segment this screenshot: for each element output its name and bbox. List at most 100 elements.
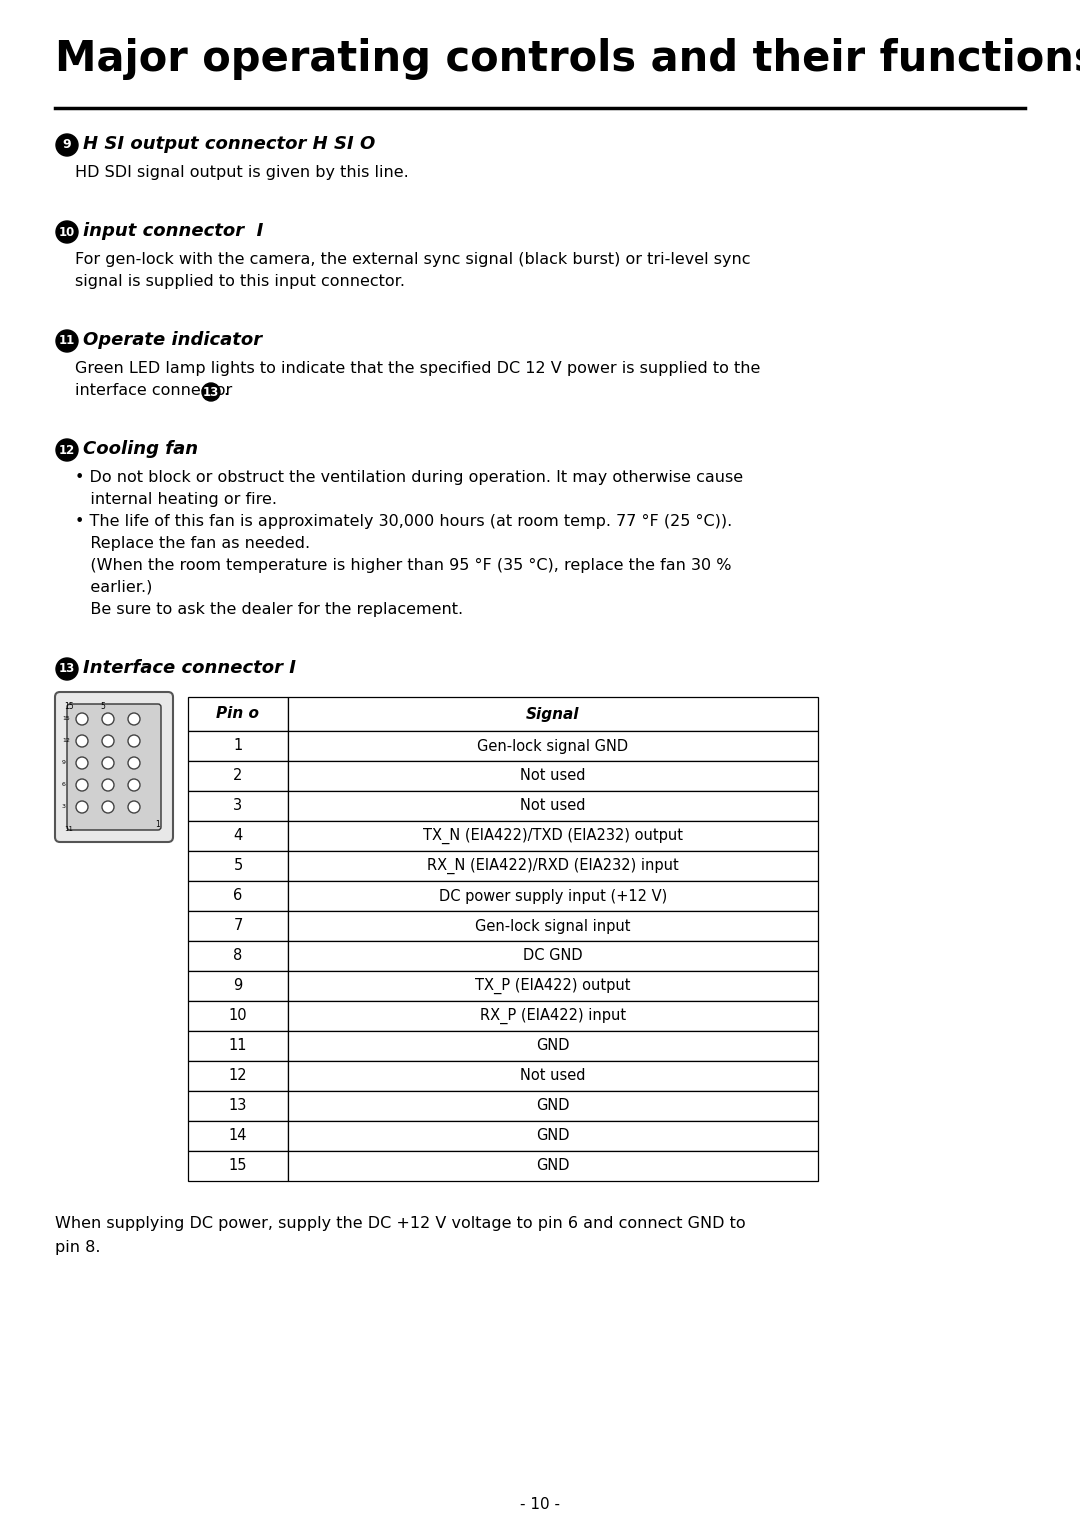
Circle shape [129,757,140,769]
Text: H SI output connector H SI O: H SI output connector H SI O [83,135,375,153]
Bar [288,1091,818,1121]
Text: 11: 11 [229,1039,247,1054]
Text: • Do not block or obstruct the ventilation during operation. It may otherwise ca: • Do not block or obstruct the ventilati… [75,470,743,486]
Text: 9: 9 [62,760,66,764]
Text: • The life of this fan is approximately 30,000 hours (at room temp. 77 °F (25 °C: • The life of this fan is approximately … [75,515,732,529]
Bar [188,791,288,821]
Text: 9: 9 [63,138,71,152]
Text: 5: 5 [233,858,243,873]
Text: When supplying DC power, supply the DC +12 V voltage to pin 6 and connect GND to: When supplying DC power, supply the DC +… [55,1216,745,1232]
Text: Interface connector I: Interface connector I [83,659,296,677]
Text: TX_N (EIA422)/TXD (EIA232) output: TX_N (EIA422)/TXD (EIA232) output [423,827,683,844]
Text: pin 8.: pin 8. [55,1239,100,1255]
Bar [288,821,818,850]
Text: 12: 12 [229,1068,247,1083]
Text: 10: 10 [229,1008,247,1023]
Text: 6: 6 [62,781,66,786]
Bar [288,731,818,761]
Circle shape [76,801,87,813]
Bar [188,971,288,1000]
Bar [188,697,288,731]
Text: Major operating controls and their functions: Major operating controls and their funct… [55,38,1080,80]
Bar [188,850,288,881]
Bar [288,761,818,791]
Bar [188,821,288,850]
Text: 3: 3 [233,798,243,813]
Circle shape [102,778,114,791]
Circle shape [56,329,78,352]
Text: 1: 1 [233,738,243,754]
Text: 14: 14 [229,1129,247,1143]
Text: TX_P (EIA422) output: TX_P (EIA422) output [475,977,631,994]
Text: 13: 13 [203,386,219,398]
Text: 5: 5 [100,702,105,711]
Text: 6: 6 [233,889,243,904]
Bar [188,1091,288,1121]
Bar [288,1031,818,1062]
Bar [288,912,818,941]
Text: interface connector: interface connector [75,383,238,398]
Circle shape [56,221,78,244]
Text: 7: 7 [233,919,243,933]
Text: 1: 1 [156,820,160,829]
Text: DC power supply input (+12 V): DC power supply input (+12 V) [438,889,667,904]
Circle shape [102,801,114,813]
Text: Not used: Not used [521,769,585,783]
Bar [288,941,818,971]
Circle shape [76,712,87,725]
Text: 13: 13 [59,662,76,676]
Text: For gen-lock with the camera, the external sync signal (black burst) or tri-leve: For gen-lock with the camera, the extern… [75,251,751,267]
Text: GND: GND [537,1158,570,1174]
Text: 15: 15 [64,702,73,711]
Circle shape [102,712,114,725]
Bar [188,881,288,912]
Bar [288,850,818,881]
Text: RX_N (EIA422)/RXD (EIA232) input: RX_N (EIA422)/RXD (EIA232) input [427,858,679,875]
Text: Not used: Not used [521,798,585,813]
Text: 9: 9 [233,979,243,993]
Bar [288,697,818,731]
Circle shape [202,383,220,401]
Bar [288,881,818,912]
Circle shape [129,801,140,813]
Text: 11: 11 [59,334,76,348]
Text: Operate indicator: Operate indicator [83,331,262,349]
Text: 12: 12 [62,737,70,743]
Text: signal is supplied to this input connector.: signal is supplied to this input connect… [75,274,405,290]
Text: 8: 8 [233,948,243,964]
Circle shape [76,778,87,791]
FancyBboxPatch shape [67,705,161,830]
Text: Replace the fan as needed.: Replace the fan as needed. [75,536,310,552]
Text: 15: 15 [229,1158,247,1174]
Text: Pin o: Pin o [216,706,259,722]
Text: GND: GND [537,1039,570,1054]
Circle shape [102,735,114,748]
Text: Green LED lamp lights to indicate that the specified DC 12 V power is supplied t: Green LED lamp lights to indicate that t… [75,362,760,375]
Text: 15: 15 [62,715,70,720]
Text: 12: 12 [59,443,76,457]
Bar [288,971,818,1000]
Bar [288,1000,818,1031]
Circle shape [129,735,140,748]
Circle shape [56,133,78,156]
Text: (When the room temperature is higher than 95 °F (35 °C), replace the fan 30 %: (When the room temperature is higher tha… [75,558,731,573]
Text: - 10 -: - 10 - [519,1497,561,1512]
Bar [188,941,288,971]
Text: 11: 11 [64,826,73,832]
Circle shape [76,735,87,748]
Text: Not used: Not used [521,1068,585,1083]
Text: DC GND: DC GND [523,948,583,964]
Text: Cooling fan: Cooling fan [83,440,198,458]
Text: input connector  I: input connector I [83,222,264,241]
Text: 4: 4 [233,829,243,844]
Circle shape [129,778,140,791]
Text: 3: 3 [62,803,66,809]
Text: GND: GND [537,1098,570,1114]
Text: Signal: Signal [526,706,580,722]
Circle shape [76,757,87,769]
Bar [188,1000,288,1031]
Bar [188,731,288,761]
Bar [288,1062,818,1091]
Bar [288,1151,818,1181]
Circle shape [56,440,78,461]
